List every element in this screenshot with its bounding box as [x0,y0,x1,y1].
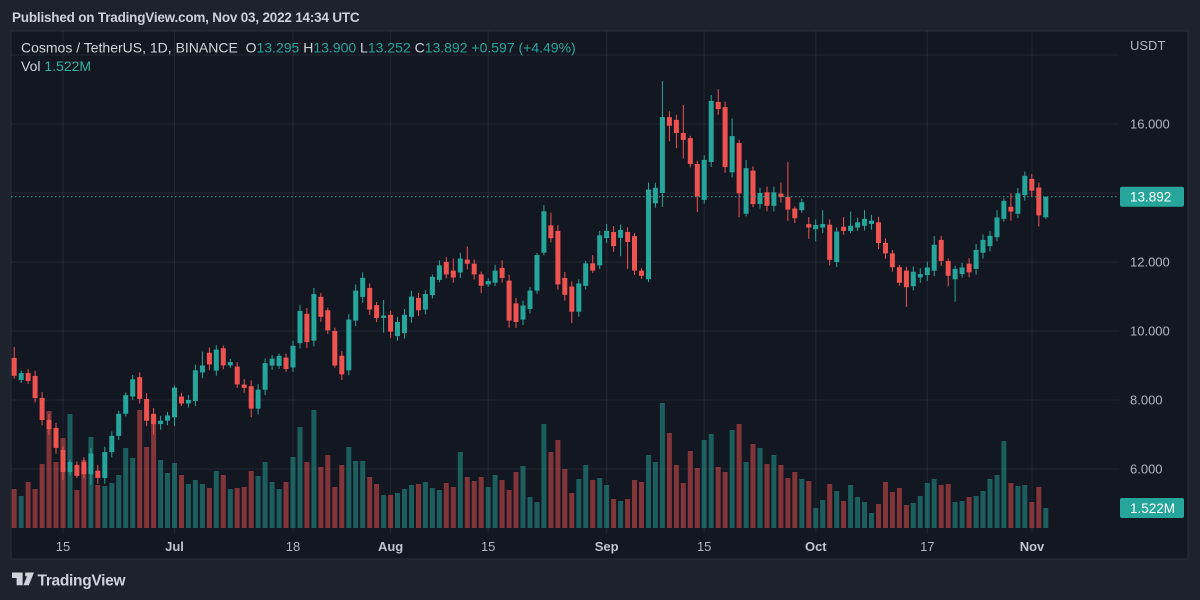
svg-text:Nov: Nov [1020,539,1045,554]
svg-text:1.522M: 1.522M [1130,501,1175,516]
svg-text:Aug: Aug [378,539,403,554]
svg-text:Published on TradingView.com,: Published on TradingView.com, Nov 03, 20… [12,10,360,25]
svg-text:Oct: Oct [805,539,827,554]
svg-text:15: 15 [481,539,495,554]
svg-text:Sep: Sep [595,539,619,554]
svg-text:Jul: Jul [165,539,184,554]
svg-text:15: 15 [697,539,711,554]
svg-text:13.892: 13.892 [1130,190,1171,205]
svg-text:Vol 1.522M: Vol 1.522M [21,58,91,74]
svg-text:17: 17 [920,539,934,554]
svg-text:6.000: 6.000 [1130,462,1163,477]
svg-text:8.000: 8.000 [1130,393,1163,408]
svg-text:10.000: 10.000 [1130,324,1170,339]
svg-text:16.000: 16.000 [1130,117,1170,132]
svg-text:15: 15 [56,539,70,554]
svg-text:USDT: USDT [1130,38,1165,53]
svg-text:TradingView: TradingView [38,573,127,590]
svg-text:Cosmos / TetherUS, 1D, BINANCE: Cosmos / TetherUS, 1D, BINANCE O13.295 H… [21,39,576,55]
svg-text:12.000: 12.000 [1130,255,1170,270]
svg-text:18: 18 [286,539,300,554]
